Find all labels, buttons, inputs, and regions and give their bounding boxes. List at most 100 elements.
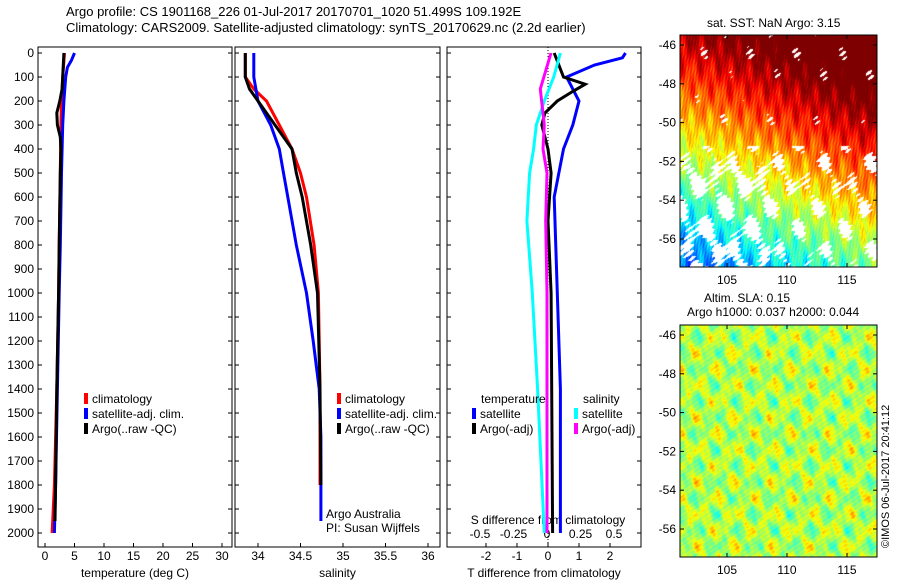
sla-map [680,325,877,557]
sla-map-title-1: Altim. SLA: 0.15 [704,291,791,305]
x-tick-label: 35.5 [374,549,398,563]
series-line-temperature-satellite [552,52,627,533]
series-line-salinity-argo-adj- [538,52,553,533]
x-tick-label: 34 [251,549,265,563]
copyright: ©IMOS 06-Jul-2017 20:41:12 [880,404,892,548]
y-tick-label: -50 [659,116,677,130]
y-tick-label: -52 [659,154,677,168]
y-tick-label: 1200 [7,334,34,348]
plot-frame [446,46,642,548]
x2-tick-label: -0.5 [470,527,491,541]
y-tick-label: 1100 [8,310,34,324]
red-swatch-icon [337,393,341,404]
x-tick-label: 20 [156,549,170,563]
y-tick-label: -56 [659,522,677,536]
map-frame [679,34,878,268]
legend-heading: temperature [481,392,546,406]
x-tick-label: 34.5 [289,549,313,563]
y-tick-label: -46 [659,38,677,52]
y-tick-label: 800 [14,238,34,252]
series-line-salinity-satellite [525,52,562,534]
x-tick-label: 105 [717,273,737,287]
legend-diff-temperature: temperature satellite Argo(-adj) [472,392,546,437]
plot-frame [37,46,233,548]
x-axis-label: temperature (deg C) [81,566,189,580]
y-tick-label: 200 [14,94,34,108]
y-tick-label: -54 [659,483,677,497]
x-axis-label: salinity [319,566,356,580]
y-tick-label: 0 [27,46,34,60]
x-tick-label: 10 [97,549,111,563]
x2-tick-label: 0 [544,527,551,541]
y-tick-label: 1300 [7,358,34,372]
x-tick-label: 25 [186,549,200,563]
title-line-1: Argo profile: CS 1901168_226 01-Jul-2017… [66,4,522,19]
x-tick-label: 0 [42,549,49,563]
x2-tick-label: 0.25 [569,527,593,541]
legend-item-argo: Argo(..raw -QC) [84,422,184,437]
x-tick-label: 115 [837,273,856,287]
x-tick-label: -2 [481,549,492,563]
black-swatch-icon [337,423,341,434]
y-tick-label: 2000 [7,526,34,540]
legend-item-climatology: climatology [337,392,437,407]
x-tick-label: 0 [545,549,552,563]
y-tick-label: -46 [659,328,677,342]
sst-map [680,35,877,267]
y-tick-label: -48 [659,77,677,91]
legend-item: satellite [472,407,546,422]
y-tick-label: 1000 [7,286,34,300]
x-tick-label: 1 [576,549,583,563]
legend-item-satellite: satellite-adj. clim. [337,407,437,422]
red-swatch-icon [84,393,88,404]
x-tick-label: 35 [336,549,350,563]
x-tick-label: 15 [127,549,141,563]
x-tick-label: 5 [71,549,78,563]
sst-map-title: sat. SST: NaN Argo: 3.15 [707,16,841,30]
x-tick-label: 110 [777,273,796,287]
credit-line-2: PI: Susan Wijffels [326,521,420,535]
x-tick-label: 36 [421,549,435,563]
legend-item-satellite: satellite-adj. clim. [84,407,184,422]
legend-diff-salinity: salinity satellite Argo(-adj) [574,392,635,437]
x-tick-label: 115 [837,563,856,577]
y-tick-label: -56 [659,232,677,246]
cyan-swatch-icon [574,408,578,419]
series-line-argo-raw-qc- [243,53,323,486]
y-tick-label: -50 [659,406,677,420]
y-tick-label: -54 [659,193,677,207]
x-tick-label: -1 [512,549,523,563]
x2-tick-label: -0.25 [500,527,528,541]
map-frame [679,324,878,558]
y-tick-label: -52 [659,444,677,458]
series-line-argo-raw-qc- [53,52,66,522]
y-tick-label: 600 [14,190,34,204]
legend-item-climatology: climatology [84,392,184,407]
y-tick-label: 1400 [7,382,34,396]
legend-heading: salinity [583,392,620,406]
legend-temperature: climatology satellite-adj. clim. Argo(..… [84,392,184,437]
legend-item: Argo(-adj) [472,422,546,437]
x2-tick-label: 0.5 [606,527,623,541]
y-tick-label: 300 [14,118,34,132]
y-tick-label: 900 [14,262,34,276]
y-tick-label: 1800 [7,478,34,492]
y-tick-label: 1900 [7,502,34,516]
x-axis-label: T difference from climatology [467,566,621,580]
legend-salinity: climatology satellite-adj. clim. Argo(..… [337,392,437,437]
plot-frame [234,46,441,548]
title-line-2: Climatology: CARS2009. Satellite-adjuste… [66,20,586,35]
y-tick-label: 1500 [7,406,34,420]
magenta-swatch-icon [574,423,578,434]
y-tick-label: 500 [14,166,34,180]
y-tick-label: 400 [14,142,34,156]
legend-item: Argo(-adj) [574,422,635,437]
y-tick-label: 700 [14,214,34,228]
blue-swatch-icon [337,408,341,419]
blue-swatch-icon [84,408,88,419]
sla-map-title-2: Argo h1000: 0.037 h2000: 0.044 [687,305,860,319]
black-swatch-icon [472,423,476,434]
black-swatch-icon [84,423,88,434]
